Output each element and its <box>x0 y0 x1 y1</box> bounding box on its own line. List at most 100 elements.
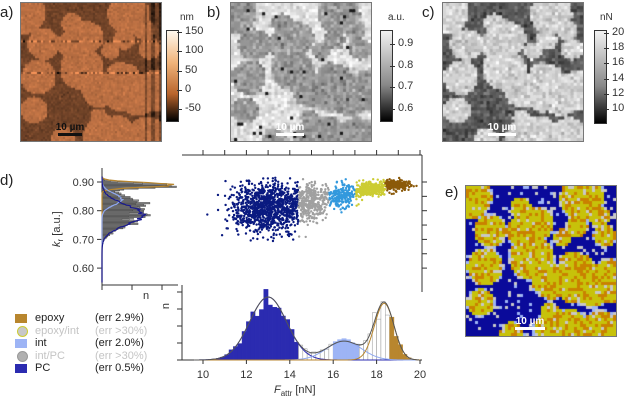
scatter-point <box>240 187 243 190</box>
scatter-point <box>297 235 301 238</box>
scatter-point <box>279 198 283 201</box>
scatter-point <box>231 185 234 188</box>
scatter-point <box>268 203 271 206</box>
scatter-point <box>344 198 347 202</box>
scatter-point <box>275 233 278 237</box>
scatter-point <box>277 210 280 213</box>
scatter-point <box>266 196 270 199</box>
scatter-point <box>320 188 323 191</box>
scatter-point <box>310 189 313 193</box>
scatter-point <box>355 204 358 207</box>
scatter-point <box>272 216 275 219</box>
scatter-point <box>299 197 302 200</box>
scatter-point <box>310 216 314 220</box>
scatter-point <box>317 191 320 194</box>
scatter-point <box>228 195 232 199</box>
hist-bar <box>350 342 356 361</box>
scatter-point <box>314 202 317 206</box>
legend-err: (err 0.5%) <box>95 362 144 374</box>
scatter-point <box>260 224 264 228</box>
colorbar-tick: 150 <box>185 25 204 37</box>
scatter-point <box>246 188 250 192</box>
scatter-point <box>261 206 264 209</box>
scatter-point <box>349 199 353 202</box>
scatter-point <box>309 203 312 207</box>
scatter-point <box>227 214 231 217</box>
scatter-point <box>335 196 338 199</box>
scatter-point <box>292 197 296 201</box>
scatter-point <box>337 205 341 208</box>
hist-bar <box>285 319 291 361</box>
scatter-point <box>236 229 239 233</box>
scatter-point <box>322 191 325 194</box>
scatter-point <box>367 186 370 189</box>
scatter-point <box>314 189 317 193</box>
scatter-point <box>257 199 261 203</box>
scatter-point <box>306 223 309 227</box>
scatter-point <box>327 199 330 202</box>
scatter-point <box>319 209 322 212</box>
scatter-point <box>341 206 344 209</box>
scatter-point <box>273 182 277 185</box>
scale-bar-c: 10 µm <box>484 122 520 136</box>
scatter-point <box>306 217 309 220</box>
legend-name: epoxy <box>35 312 65 324</box>
scatter-point <box>385 182 389 185</box>
scatter-point <box>261 236 265 239</box>
scatter-point <box>275 212 278 216</box>
scatter-point <box>255 205 259 209</box>
scatter-point <box>236 202 240 206</box>
scatter-point <box>246 213 250 216</box>
scatter-point <box>360 194 363 197</box>
legend-err: (err >30%) <box>95 324 148 337</box>
colorbar-tick: 18 <box>612 41 625 54</box>
colorbar-tick: 0.6 <box>398 102 414 114</box>
scatter-point <box>350 190 354 193</box>
scatter-point <box>308 211 311 215</box>
scatter-point <box>244 194 247 198</box>
scatter-point <box>299 212 303 216</box>
scatter-point <box>242 209 245 212</box>
scatter-point <box>287 190 290 193</box>
x-tick-label: 10 <box>197 369 209 381</box>
scatter-point <box>305 185 308 188</box>
scatter-point <box>392 192 395 195</box>
colorbar-tick-mark <box>604 33 609 34</box>
scatter-point <box>315 187 319 190</box>
panel-e-label: e) <box>445 184 459 201</box>
scatter-point <box>260 210 263 214</box>
legend-name: epoxy/int <box>35 324 80 337</box>
scatter-point <box>247 199 250 203</box>
scatter-point <box>375 189 378 192</box>
scatter-point <box>245 225 249 229</box>
scatter-point <box>324 216 327 220</box>
scatter-point <box>388 178 391 181</box>
scatter-point <box>262 201 266 204</box>
scatter-point <box>280 235 283 238</box>
scatter-point <box>344 192 348 195</box>
scatter-point <box>386 189 389 192</box>
scatter-point <box>371 189 374 192</box>
scatter-point <box>297 191 301 194</box>
scatter-point <box>266 185 269 189</box>
k-axis-label: kr [a.u.] <box>50 211 66 247</box>
y-tick-label: 0.60 <box>73 263 94 275</box>
scatter-point <box>268 184 272 188</box>
scatter-point <box>316 209 319 212</box>
scatter-point <box>383 193 386 196</box>
scatter-point <box>243 186 247 189</box>
scatter-point <box>249 197 253 201</box>
colorbar-tick-mark <box>604 93 609 95</box>
scatter-point <box>333 193 336 197</box>
scatter-point <box>295 184 299 187</box>
scatter-point <box>240 203 243 206</box>
scatter-point <box>246 221 249 225</box>
scatter-point <box>252 189 256 192</box>
legend-item: int (err 2.0%) <box>15 337 144 349</box>
scatter-point <box>376 178 379 181</box>
scatter-point <box>379 191 383 194</box>
scatter-point <box>355 181 358 184</box>
scatter-point <box>341 201 344 204</box>
scatter-point <box>224 218 227 221</box>
scatter-point <box>316 212 320 215</box>
